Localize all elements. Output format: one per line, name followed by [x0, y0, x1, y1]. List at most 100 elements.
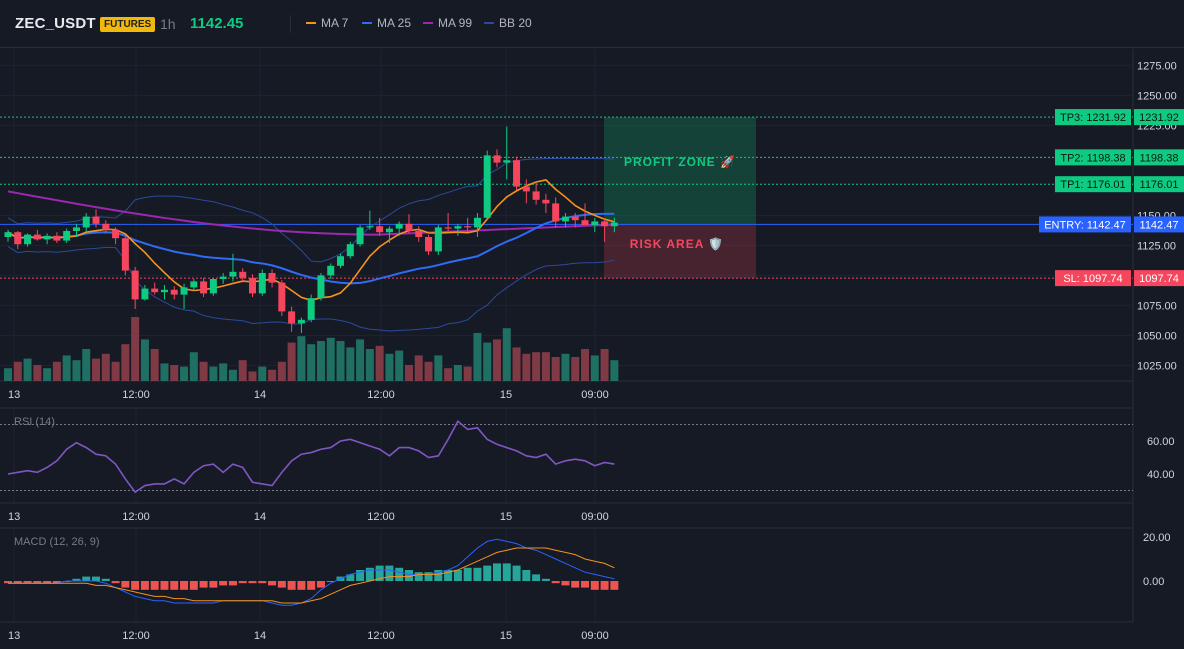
tp2-tag-text: TP2: 1198.38 [1060, 152, 1125, 164]
tp2-price-text: 1198.38 [1140, 152, 1179, 164]
legend-bb20[interactable]: BB 20 [484, 16, 532, 30]
macd-tick-label: 0.00 [1143, 576, 1164, 588]
macd-histogram-bar [43, 581, 52, 584]
candle-body [503, 160, 511, 163]
time-label: 14 [254, 389, 266, 401]
level-tags: TP3: 1231.92 1231.92 TP2: 1198.38 1198.38 TP… [1039, 109, 1184, 287]
volume-bar [336, 341, 345, 381]
candle-body [376, 226, 384, 233]
volume-bar [414, 355, 423, 381]
tp1-tag [1055, 176, 1131, 193]
volume-bar [600, 349, 609, 381]
volume-bar [248, 371, 257, 381]
price-tick-label: 1125.00 [1137, 240, 1176, 252]
candle-body [542, 199, 550, 204]
volume-bar [4, 368, 12, 381]
time-label: 12:00 [367, 389, 395, 401]
macd-histogram-bar [600, 581, 609, 590]
entry-tag-text: ENTRY: 1142.47 [1044, 219, 1126, 231]
macd-histogram-bar [434, 570, 443, 581]
time-label: 15 [500, 511, 512, 523]
macd-histogram-bar [483, 565, 492, 581]
risk-zone [604, 224, 756, 279]
candle-body [513, 160, 521, 187]
rsi-tick-label: 60.00 [1147, 436, 1175, 448]
volume-bar [483, 342, 492, 381]
legend-ma99[interactable]: MA 99 [423, 16, 472, 30]
volume-bar [180, 366, 189, 381]
volume-bar [541, 352, 550, 381]
time-label: 12:00 [367, 511, 395, 523]
price-tick-label: 1275.00 [1137, 60, 1177, 72]
volume-bar [258, 366, 267, 381]
candle-body [131, 270, 139, 300]
volume-bar [522, 353, 531, 381]
macd-histogram-bar [307, 581, 316, 590]
volume-bar [160, 363, 169, 381]
volume-bar [424, 361, 433, 381]
candle-body [209, 279, 217, 294]
entry-tag [1039, 216, 1131, 233]
candle-body [601, 221, 609, 227]
macd-histogram-bar [493, 563, 501, 581]
volume-bar [238, 360, 247, 381]
macd-histogram-bar [541, 578, 550, 581]
tp2-price-tag [1134, 149, 1184, 166]
macd-histogram-bar [52, 581, 61, 584]
candle-body [43, 235, 51, 240]
volume-bar [170, 365, 179, 381]
rsi-title: RSI (14) [14, 416, 55, 428]
macd-title: MACD (12, 26, 9) [14, 536, 100, 548]
candle-body [82, 216, 90, 228]
candle-body [239, 271, 247, 278]
legend-ma25[interactable]: MA 25 [362, 16, 411, 30]
candle-body [190, 281, 198, 288]
time-label: 12:00 [122, 630, 150, 642]
candle-body [249, 277, 256, 294]
legend-ma7[interactable]: MA 7 [306, 16, 348, 30]
volume-bar [444, 368, 453, 381]
macd-histogram-bar [111, 581, 120, 584]
volume-bar [92, 358, 101, 381]
candle-body [395, 223, 403, 229]
macd-histogram-bar [444, 570, 453, 581]
volume-bar [532, 352, 541, 381]
macd-histogram-bar [551, 581, 560, 584]
signal-line [8, 547, 615, 604]
time-label: 15 [500, 630, 512, 642]
time-label: 14 [254, 511, 266, 523]
candle-body [356, 227, 364, 245]
time-label: 09:00 [581, 511, 609, 523]
last-price: 1142.45 [190, 15, 244, 32]
axis-labels: 1275.001250.001225.001150.001125.001100.… [8, 60, 1177, 642]
time-label: 09:00 [581, 630, 609, 642]
candle-body [307, 298, 315, 320]
volume-bar [297, 336, 306, 381]
profit-zone [604, 117, 756, 225]
symbol-title[interactable]: ZEC_USDT [15, 15, 96, 32]
candle-body [33, 234, 41, 240]
macd-histogram-bar [473, 567, 482, 581]
macd-histogram-bar [199, 581, 208, 588]
price-tick-label: 1075.00 [1137, 300, 1177, 312]
candle-body [434, 227, 442, 252]
volume-bar [434, 355, 443, 381]
macd-histogram-bar [414, 572, 423, 581]
macd-histogram-bar [356, 570, 365, 581]
legend-swatch-icon [423, 22, 433, 24]
time-label: 14 [254, 630, 266, 642]
macd-histogram-bar [82, 576, 91, 581]
macd-histogram-bar [424, 572, 433, 581]
macd-histogram-bar [365, 567, 374, 581]
time-label: 12:00 [367, 630, 395, 642]
volume-bar [326, 337, 335, 381]
time-label: 13 [8, 389, 20, 401]
candle-body [493, 155, 501, 163]
macd-histogram-bar [463, 567, 472, 581]
volume-bar [610, 360, 619, 381]
timeframe-label[interactable]: 1h [160, 16, 176, 32]
volume-bar [62, 355, 71, 381]
legend-swatch-icon [484, 22, 494, 24]
macd-histogram-bar [189, 581, 198, 590]
